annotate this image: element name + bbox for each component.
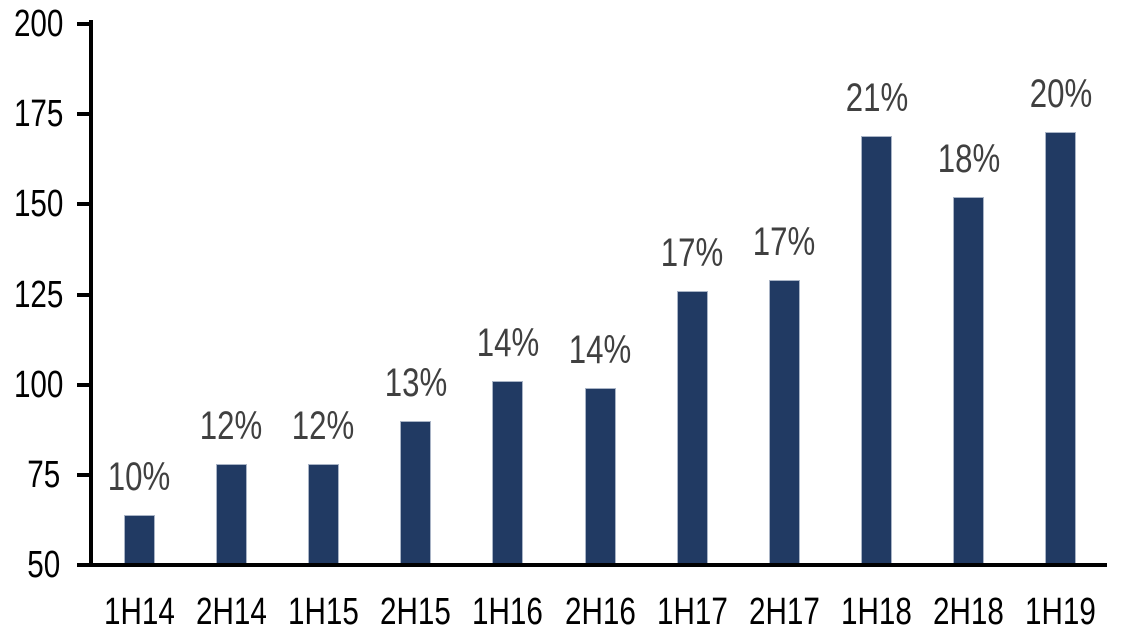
x-category-label-text: 1H18: [841, 591, 912, 633]
x-category-label-text: 1H16: [472, 591, 544, 633]
y-tick-label: 125: [0, 273, 64, 316]
bar-value-label: 14%: [438, 323, 578, 363]
bar-value-label: 12%: [161, 406, 301, 446]
bar-value-label-text: 14%: [568, 328, 632, 373]
y-tick-label-text: 175: [13, 93, 64, 136]
bar: [307, 464, 339, 565]
y-tick-label-text: 50: [27, 544, 60, 586]
x-category-label: 2H14: [185, 593, 277, 631]
x-category-label-text: 2H15: [380, 591, 452, 633]
y-tick-mark: [77, 472, 93, 477]
bar-value-label-text: 13%: [384, 360, 447, 405]
x-category-label: 1H19: [1015, 593, 1107, 631]
bar: [861, 135, 893, 565]
bar-value-label: 13%: [346, 363, 486, 403]
y-tick-label: 200: [0, 3, 64, 45]
y-tick-label-text: 125: [13, 273, 64, 316]
bar-value-label: 12%: [253, 406, 393, 446]
y-tick-mark: [77, 382, 93, 387]
bar-value-label-text: 12%: [292, 404, 355, 448]
x-category-label: 1H16: [462, 593, 554, 631]
y-tick-label: 175: [0, 93, 64, 136]
y-tick-label: 100: [0, 363, 64, 406]
bar-value-label-text: 12%: [200, 404, 263, 448]
y-tick-mark: [77, 22, 93, 26]
x-category-label-text: 1H15: [288, 591, 359, 633]
bar-value-label: 18%: [899, 139, 1039, 179]
x-category-label-text: 2H17: [748, 591, 820, 633]
bar-value-label: 17%: [622, 233, 762, 273]
bar: [215, 464, 247, 565]
x-category-label: 1H15: [277, 593, 369, 631]
bar: [584, 388, 616, 565]
bar: [676, 290, 708, 565]
y-tick-label: 150: [0, 183, 64, 226]
x-category-label-text: 1H14: [103, 591, 175, 633]
x-category-label-text: 2H18: [933, 591, 1005, 633]
bar-value-label: 21%: [807, 78, 947, 118]
y-tick-label-text: 100: [13, 363, 64, 406]
x-category-label-text: 2H16: [564, 591, 636, 633]
x-category-label: 1H14: [93, 593, 185, 631]
bar-value-label-text: 21%: [845, 75, 908, 120]
x-category-label-text: 1H19: [1025, 591, 1097, 633]
bar: [953, 197, 985, 565]
x-category-label: 2H15: [370, 593, 462, 631]
y-tick-label-text: 150: [13, 183, 64, 226]
x-category-label-text: 1H17: [656, 591, 728, 633]
bar-value-label: 20%: [991, 74, 1129, 114]
bar-value-label-text: 10%: [107, 454, 171, 499]
x-axis-line: [89, 563, 1107, 567]
x-category-label: 2H17: [738, 593, 830, 631]
y-tick-label: 75: [0, 456, 60, 494]
x-category-label: 2H18: [923, 593, 1015, 631]
bar-value-label: 17%: [714, 222, 854, 262]
y-tick-label-text: 200: [13, 3, 64, 45]
y-tick-label-text: 75: [27, 453, 60, 496]
bar: [768, 280, 800, 565]
bar: [400, 420, 432, 565]
bar: [492, 381, 524, 565]
bar-value-label-text: 20%: [1029, 72, 1093, 117]
x-category-label-text: 2H14: [195, 591, 267, 633]
bar-value-label: 14%: [530, 330, 670, 370]
bar: [1045, 132, 1077, 565]
y-tick-mark: [77, 112, 93, 117]
y-tick-mark: [77, 563, 93, 567]
x-category-label: 1H18: [831, 593, 923, 631]
y-tick-mark: [77, 292, 93, 297]
bar: [123, 514, 155, 565]
bar-value-label: 10%: [69, 457, 209, 497]
y-axis-line: [89, 20, 93, 567]
x-category-label: 2H16: [554, 593, 646, 631]
y-tick-label: 50: [0, 546, 60, 584]
x-category-label: 1H17: [646, 593, 738, 631]
bar-value-label-text: 18%: [937, 137, 1000, 182]
bar-value-label-text: 14%: [476, 321, 540, 366]
y-tick-mark: [77, 202, 93, 207]
bar-value-label-text: 17%: [660, 230, 724, 275]
bar-value-label-text: 17%: [753, 220, 816, 265]
